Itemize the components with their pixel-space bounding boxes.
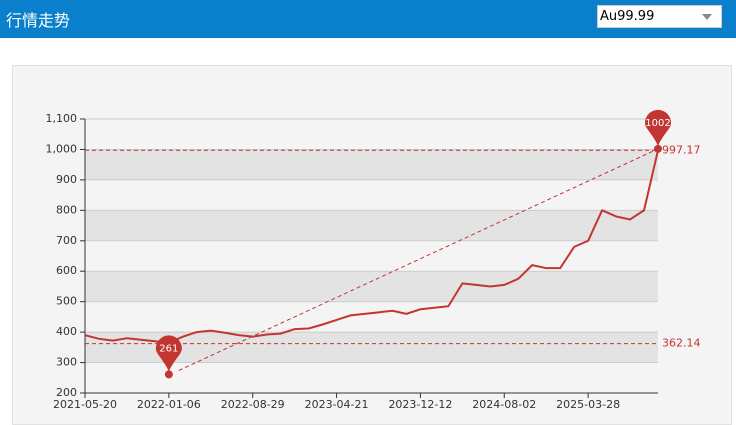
split-area — [85, 119, 658, 150]
y-tick-label: 200 — [56, 386, 77, 399]
y-tick-label: 400 — [56, 325, 77, 338]
x-tick-label: 2023-12-12 — [388, 398, 452, 411]
split-area — [85, 362, 658, 393]
connector — [178, 148, 659, 371]
x-tick-label: 2022-01-06 — [137, 398, 201, 411]
header-bar: 行情走势 Au99.99 — [0, 0, 736, 38]
y-tick-label: 600 — [56, 264, 77, 277]
x-tick-label: 2021-05-20 — [53, 398, 117, 411]
pin-label: 261 — [159, 343, 178, 354]
y-tick-label: 500 — [56, 295, 77, 308]
mark-line-label: 362.14 — [662, 337, 701, 350]
mark-point — [654, 144, 662, 153]
y-tick-label: 900 — [56, 173, 77, 186]
mark-line-label: 997.17 — [662, 143, 701, 156]
select-value[interactable]: Au99.99 — [600, 9, 655, 24]
y-tick-label: 1,000 — [46, 142, 78, 155]
y-tick-label: 800 — [56, 203, 77, 216]
pin — [645, 109, 671, 146]
x-tick-label: 2025-03-28 — [556, 398, 620, 411]
x-tick-label: 2024-08-02 — [472, 398, 536, 411]
mark-point — [164, 370, 173, 379]
split-area — [85, 271, 658, 302]
y-tick-label: 700 — [56, 234, 77, 247]
split-area — [85, 179, 658, 211]
chart: 200 300 400 500 600 700 800 900 1,000 1,100 2021-0… — [46, 109, 701, 411]
y-tick-label: 1,100 — [46, 112, 78, 125]
split-area — [85, 301, 658, 333]
x-tick-label: 2023-04-21 — [305, 398, 369, 411]
y-tick-label: 300 — [56, 356, 77, 369]
pin — [155, 335, 182, 372]
product-select[interactable]: Au99.99 — [597, 5, 722, 28]
select-arrow[interactable] — [702, 14, 712, 20]
split-area — [85, 240, 658, 272]
x-tick-label: 2022-08-29 — [221, 398, 285, 411]
price-line — [84, 150, 659, 344]
split-area — [85, 149, 658, 180]
pin-label: 1002 — [645, 118, 670, 129]
split-area — [85, 210, 658, 241]
header-title: 行情走势 — [6, 11, 71, 30]
